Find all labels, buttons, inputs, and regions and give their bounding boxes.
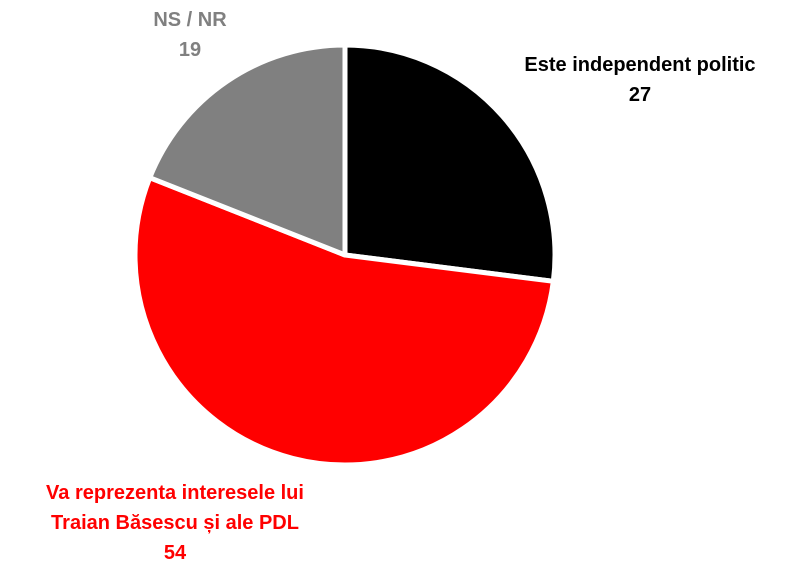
slice bbox=[132, 175, 556, 468]
slice-label: Va reprezenta interesele lui Traian Băse… bbox=[15, 478, 335, 563]
slice-label: NS / NR 19 bbox=[90, 5, 290, 65]
value-label: 27 bbox=[628, 84, 652, 106]
slice-label: Este independent politic 27 bbox=[490, 50, 790, 110]
category-label: Este independent politic bbox=[524, 54, 756, 76]
slice bbox=[342, 42, 558, 284]
category-label: NS / NR bbox=[153, 9, 227, 31]
category-label: Va reprezenta interesele lui Traian Băse… bbox=[46, 482, 304, 534]
value-label: 54 bbox=[163, 542, 187, 563]
value-label: 19 bbox=[178, 39, 202, 61]
slice bbox=[147, 42, 348, 258]
